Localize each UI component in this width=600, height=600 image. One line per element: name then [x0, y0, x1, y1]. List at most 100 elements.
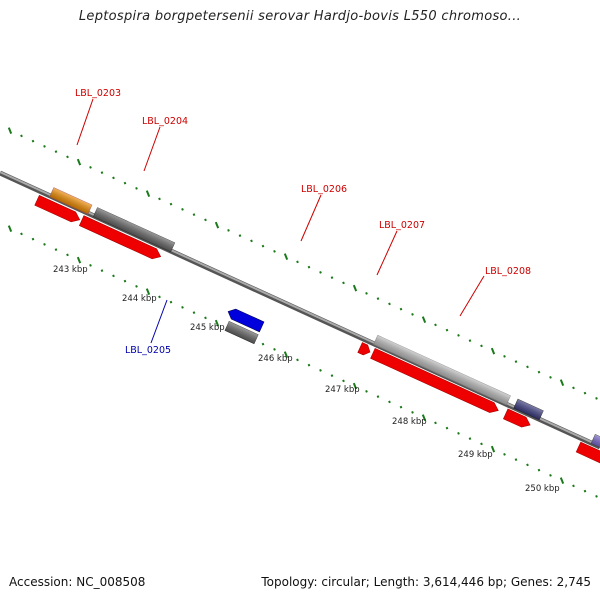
major-tick	[283, 351, 289, 358]
major-tick	[7, 127, 13, 134]
minor-tick	[261, 244, 265, 248]
minor-tick	[399, 307, 403, 311]
tick-label-250: 250 kbp	[525, 484, 560, 494]
minor-tick	[261, 342, 265, 346]
map-title: Leptospira borgpetersenii serovar Hardjo…	[78, 9, 522, 24]
cds-arrow-0206[interactable]	[370, 347, 501, 415]
cds-arrow-right-edge[interactable]	[575, 441, 600, 496]
minor-tick	[583, 489, 587, 493]
minor-tick	[388, 400, 391, 404]
chromosome-backbone-highlight	[0, 171, 600, 447]
cds-arrow-0208[interactable]	[503, 408, 532, 430]
upper-tick-track	[7, 127, 598, 400]
minor-tick	[583, 391, 587, 395]
minor-tick	[549, 376, 552, 379]
major-tick	[559, 379, 565, 387]
minor-tick	[445, 328, 449, 332]
major-tick	[352, 382, 358, 390]
minor-tick	[319, 368, 322, 372]
minor-tick	[181, 207, 184, 211]
minor-tick	[158, 197, 161, 201]
major-tick	[214, 221, 220, 229]
minor-tick	[227, 228, 230, 232]
cds-arrow-0203[interactable]	[34, 194, 82, 225]
major-tick	[490, 445, 496, 453]
minor-tick	[43, 144, 46, 148]
minor-tick	[135, 284, 138, 288]
minor-tick	[66, 155, 69, 159]
label-LBL_0205: LBL_0205	[125, 345, 171, 356]
label-LBL_0204: LBL_0204	[142, 116, 188, 127]
minor-tick	[549, 474, 552, 477]
minor-tick	[112, 176, 115, 180]
tick-label-248: 248 kbp	[392, 417, 427, 427]
minor-tick	[238, 234, 242, 237]
minor-tick	[192, 213, 196, 216]
minor-tick	[158, 295, 161, 299]
minor-tick	[123, 279, 127, 283]
minor-tick	[526, 463, 529, 467]
minor-tick	[572, 484, 575, 488]
minor-tick	[296, 260, 299, 264]
cds-arrow-0206-small[interactable]	[357, 342, 373, 358]
minor-tick	[480, 442, 483, 446]
minor-tick	[537, 468, 541, 472]
minor-tick	[399, 405, 403, 409]
minor-tick	[100, 171, 104, 174]
minor-tick	[365, 291, 368, 295]
minor-tick	[434, 421, 437, 425]
minor-tick	[514, 458, 518, 462]
minor-tick	[457, 334, 460, 337]
major-tick	[76, 158, 82, 166]
minor-tick	[54, 248, 58, 251]
minor-tick	[250, 239, 253, 243]
scale-labels: 243 kbp 244 kbp 245 kbp 246 kbp 247 kbp …	[53, 265, 560, 494]
minor-tick	[342, 281, 345, 285]
label-LBL_0208: LBL_0208	[485, 266, 531, 277]
minor-tick	[181, 305, 184, 309]
minor-tick	[503, 355, 506, 358]
minor-tick	[445, 426, 449, 430]
cds-arrow-0204[interactable]	[78, 215, 163, 262]
minor-tick	[54, 150, 58, 153]
major-tick	[145, 288, 151, 295]
gene-features[interactable]	[20, 183, 600, 528]
tick-label-243: 243 kbp	[53, 265, 88, 275]
major-tick	[421, 414, 427, 421]
minor-tick	[330, 374, 334, 377]
minor-tick	[388, 302, 391, 306]
minor-tick	[273, 249, 276, 253]
major-tick	[214, 319, 220, 327]
minor-tick	[503, 453, 506, 456]
minor-tick	[31, 237, 35, 241]
minor-tick	[537, 370, 541, 374]
minor-tick	[595, 495, 598, 498]
minor-tick	[100, 269, 104, 272]
major-tick	[76, 256, 82, 264]
minor-tick	[123, 181, 127, 185]
minor-tick	[66, 253, 69, 257]
minor-tick	[112, 274, 115, 278]
minor-tick	[457, 432, 460, 435]
minor-tick	[307, 265, 311, 269]
minor-tick	[169, 300, 173, 304]
callout-lines	[76, 98, 485, 344]
label-LBL_0206: LBL_0206	[301, 184, 347, 195]
tick-label-244: 244 kbp	[122, 294, 157, 304]
minor-tick	[43, 242, 46, 246]
minor-tick	[595, 397, 598, 400]
minor-tick	[330, 276, 334, 279]
major-tick	[283, 253, 289, 260]
minor-tick	[296, 358, 299, 362]
label-LBL_0207: LBL_0207	[379, 220, 425, 231]
gene-labels: LBL_0203 LBL_0204 LBL_0205 LBL_0206 LBL_…	[75, 88, 531, 356]
minor-tick	[319, 270, 322, 274]
gene-LBL_0205[interactable]	[226, 307, 265, 333]
minor-tick	[480, 344, 483, 348]
minor-tick	[307, 363, 311, 367]
major-tick	[490, 347, 496, 355]
minor-tick	[468, 437, 472, 441]
minor-tick	[411, 313, 414, 316]
minor-tick	[273, 347, 276, 351]
